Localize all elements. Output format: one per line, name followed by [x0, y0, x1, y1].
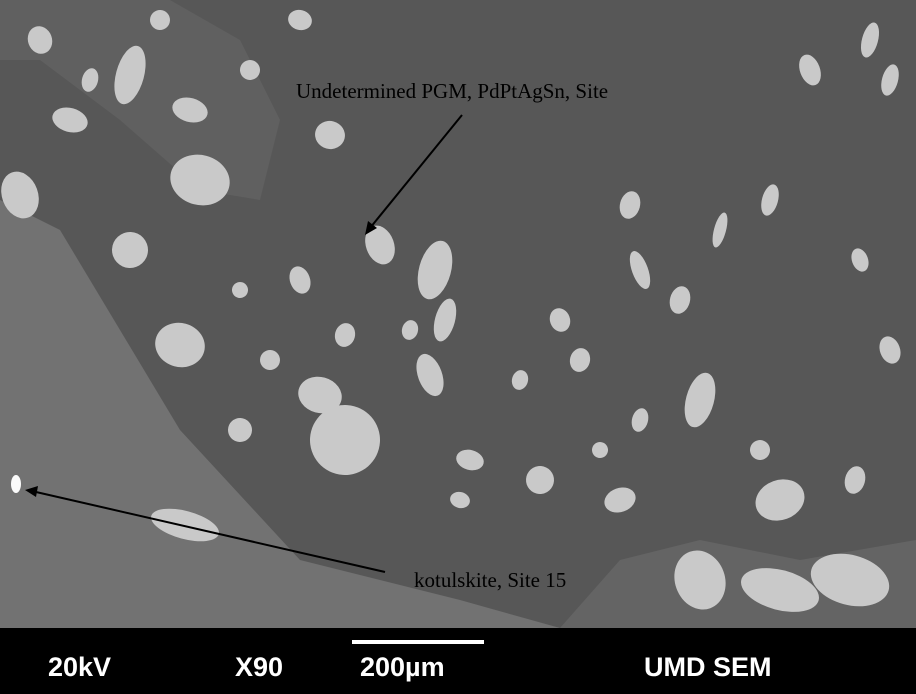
annotation: Undetermined PGM, PdPtAgSn, Site: [296, 79, 608, 103]
page: Undetermined PGM, PdPtAgSn, Site kotulsk…: [0, 0, 916, 694]
voltage: 20kV: [48, 652, 111, 682]
annotation: kotulskite, Site 15: [414, 568, 566, 592]
magnification: X90: [235, 652, 283, 682]
info-bar: [0, 628, 916, 694]
lab: UMD SEM: [644, 652, 772, 682]
scale-label: 200µm: [360, 652, 445, 682]
sem-image: Undetermined PGM, PdPtAgSn, Site kotulsk…: [0, 0, 916, 694]
kotulskite-grain: [11, 475, 21, 493]
